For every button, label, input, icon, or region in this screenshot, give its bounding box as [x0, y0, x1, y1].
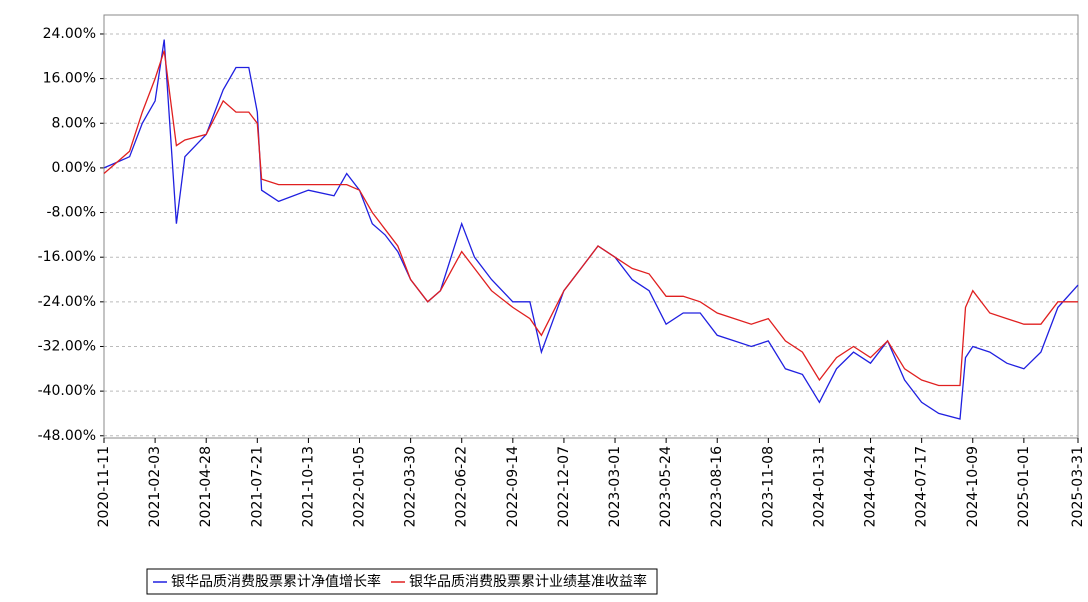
x-tick-label: 2022-06-22: [454, 446, 470, 527]
series-line: [103, 50, 1078, 387]
x-tick-label: 2024-07-17: [914, 446, 930, 527]
y-tick-label: 8.00%: [52, 115, 96, 131]
x-tick-label: 2021-07-21: [249, 446, 265, 527]
x-tick-label: 2023-08-16: [709, 446, 725, 527]
x-tick-label: 2023-03-01: [607, 446, 623, 527]
x-tick-label: 2024-04-24: [863, 446, 879, 527]
x-tick-label: 2022-09-14: [505, 446, 521, 527]
legend-label: 银华品质消费股票累计业绩基准收益率: [409, 573, 647, 590]
x-tick-label: 2024-10-09: [965, 446, 981, 527]
y-tick-label: -16.00%: [38, 249, 96, 265]
x-tick-label: 2023-11-08: [760, 446, 776, 527]
x-tick-label: 2022-03-30: [403, 446, 419, 527]
y-tick-label: -8.00%: [46, 205, 96, 221]
x-tick-label: 2020-11-11: [96, 446, 112, 527]
plot-frame: [103, 14, 1079, 439]
x-tick-label: 2021-02-03: [147, 446, 163, 527]
series-line: [103, 39, 1079, 420]
y-tick-label: -24.00%: [38, 294, 96, 310]
y-tick-label: 16.00%: [43, 71, 96, 87]
y-tick-label: -32.00%: [38, 338, 96, 354]
y-tick-label: -40.00%: [38, 383, 96, 399]
x-tick-label: 2021-04-28: [198, 446, 214, 527]
x-tick-label: 2022-12-07: [556, 446, 572, 527]
y-tick-label: 0.00%: [52, 160, 96, 176]
y-tick-label: 24.00%: [43, 26, 96, 42]
x-tick-label: 2024-01-31: [811, 446, 827, 527]
y-tick-label: -48.00%: [38, 428, 96, 444]
x-tick-label: 2022-01-05: [352, 446, 368, 527]
x-tick-label: 2023-05-24: [658, 446, 674, 527]
x-tick-label: 2025-01-01: [1016, 446, 1032, 527]
x-tick-label: 2025-03-31: [1070, 446, 1086, 527]
legend-label: 银华品质消费股票累计净值增长率: [171, 573, 381, 590]
x-tick-label: 2021-10-13: [300, 446, 316, 527]
